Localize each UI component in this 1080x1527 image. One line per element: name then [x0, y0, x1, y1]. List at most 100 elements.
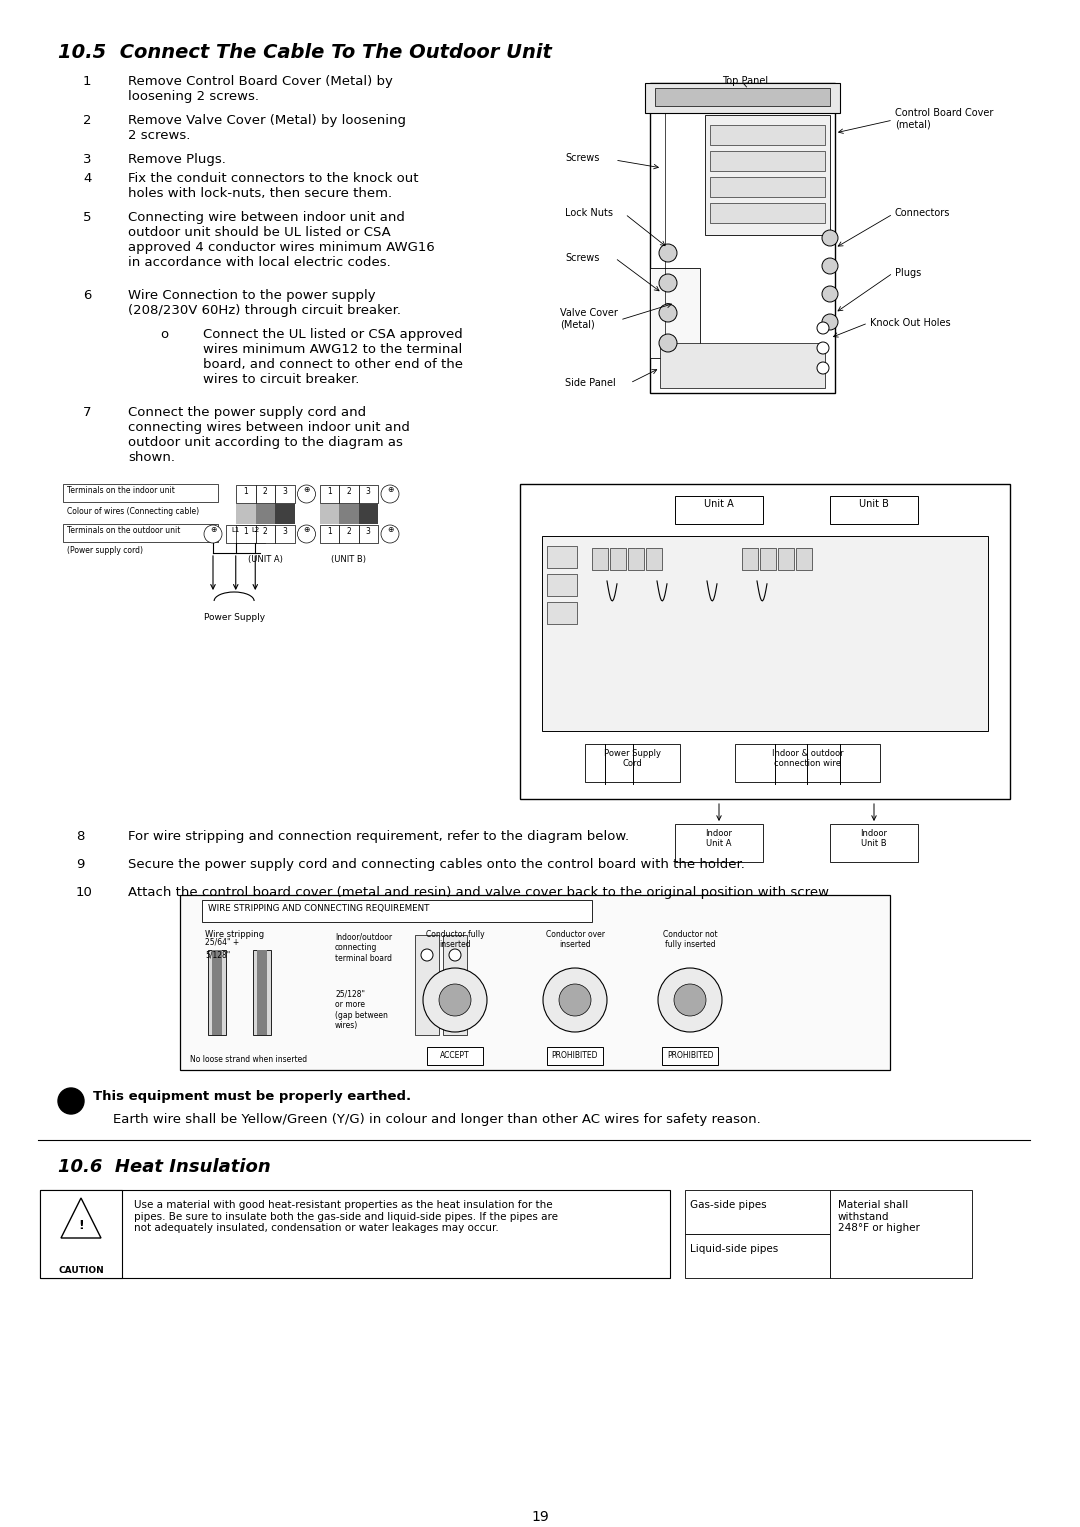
Bar [212, 950, 222, 1035]
Text: Lock Nuts: Lock Nuts [565, 208, 613, 218]
Bar [256, 525, 275, 544]
Text: 3: 3 [366, 487, 370, 496]
Text: Power Supply
Cord: Power Supply Cord [604, 750, 661, 768]
Text: 4: 4 [83, 173, 92, 185]
Bar [320, 525, 339, 544]
Circle shape [381, 525, 399, 544]
Text: 1: 1 [327, 527, 332, 536]
Bar [675, 496, 762, 524]
Text: 2: 2 [347, 487, 351, 496]
Circle shape [659, 244, 677, 263]
Circle shape [674, 983, 706, 1015]
Text: WIRE STRIPPING AND CONNECTING REQUIREMENT: WIRE STRIPPING AND CONNECTING REQUIREMEN… [208, 904, 430, 913]
Bar [542, 536, 988, 731]
Text: Unit B: Unit B [859, 499, 889, 508]
Bar [63, 524, 218, 542]
Circle shape [822, 315, 838, 330]
Circle shape [822, 231, 838, 246]
Bar [257, 950, 267, 1035]
Text: Indoor
Unit A: Indoor Unit A [705, 829, 732, 849]
Text: Terminals on the indoor unit: Terminals on the indoor unit [67, 486, 175, 495]
Bar [710, 203, 825, 223]
Bar [831, 496, 918, 524]
Bar [654, 89, 831, 105]
Text: Conductor fully
inserted: Conductor fully inserted [426, 930, 484, 950]
Bar [831, 1190, 972, 1278]
Circle shape [559, 983, 591, 1015]
Bar [275, 486, 295, 502]
Circle shape [659, 273, 677, 292]
Bar [645, 82, 840, 113]
Bar [660, 344, 825, 388]
Text: 1: 1 [83, 75, 92, 89]
Bar [705, 115, 831, 235]
Text: Side Panel: Side Panel [565, 379, 616, 388]
Text: Conductor not
fully inserted: Conductor not fully inserted [663, 930, 717, 950]
Bar [320, 486, 339, 502]
Bar [339, 486, 359, 502]
Text: 8: 8 [76, 831, 84, 843]
Circle shape [659, 304, 677, 322]
Bar [359, 504, 378, 524]
Text: Indoor/outdoor
connecting
terminal board: Indoor/outdoor connecting terminal board [335, 933, 392, 964]
Text: No loose strand when inserted: No loose strand when inserted [190, 1055, 307, 1064]
Text: Control Board Cover
(metal): Control Board Cover (metal) [895, 108, 994, 130]
Bar [742, 548, 758, 570]
Circle shape [449, 948, 461, 960]
Circle shape [421, 948, 433, 960]
Bar [796, 548, 812, 570]
Bar [685, 1190, 831, 1234]
Circle shape [204, 525, 222, 544]
Bar [180, 895, 890, 1070]
Text: Valve Cover
(Metal): Valve Cover (Metal) [561, 308, 618, 330]
Bar [519, 484, 1010, 799]
Text: 6: 6 [83, 289, 92, 302]
Bar [237, 504, 256, 524]
Text: Material shall
withstand
248°F or higher: Material shall withstand 248°F or higher [838, 1200, 920, 1234]
Text: Top Panel: Top Panel [721, 76, 768, 86]
Text: Screws: Screws [565, 153, 599, 163]
Text: 9: 9 [76, 858, 84, 870]
Circle shape [822, 286, 838, 302]
Bar [415, 935, 438, 1035]
Text: L2: L2 [252, 527, 259, 533]
Bar [646, 548, 662, 570]
Circle shape [816, 362, 829, 374]
Bar [585, 744, 680, 782]
Bar [339, 525, 359, 544]
Text: Unit A: Unit A [704, 499, 734, 508]
Text: Fix the conduit connectors to the knock out
holes with lock-nuts, then secure th: Fix the conduit connectors to the knock … [129, 173, 419, 200]
Bar [40, 1190, 670, 1278]
Text: Colour of wires (Connecting cable): Colour of wires (Connecting cable) [67, 507, 199, 516]
Text: PROHIBITED: PROHIBITED [552, 1051, 598, 1060]
Circle shape [816, 322, 829, 334]
Bar [710, 177, 825, 197]
Bar [208, 950, 226, 1035]
Bar [359, 486, 378, 502]
Text: Earth wire shall be Yellow/Green (Y/G) in colour and longer than other AC wires : Earth wire shall be Yellow/Green (Y/G) i… [113, 1113, 760, 1125]
Text: ⊕: ⊕ [387, 525, 393, 534]
Bar [627, 548, 644, 570]
Bar [610, 548, 626, 570]
Text: Connecting wire between indoor unit and
outdoor unit should be UL listed or CSA
: Connecting wire between indoor unit and … [129, 211, 435, 269]
Text: 19: 19 [531, 1510, 549, 1524]
Bar [427, 1048, 483, 1064]
Text: 1: 1 [327, 487, 332, 496]
Circle shape [816, 342, 829, 354]
Circle shape [297, 486, 315, 502]
Bar [378, 504, 397, 524]
Text: Wire stripping: Wire stripping [205, 930, 265, 939]
Text: PROHIBITED: PROHIBITED [666, 1051, 713, 1060]
Bar [443, 935, 467, 1035]
Bar [710, 151, 825, 171]
Text: Attach the control board cover (metal and resin) and valve cover back to the ori: Attach the control board cover (metal an… [129, 886, 832, 899]
Text: CAUTION: CAUTION [58, 1266, 104, 1275]
Bar [650, 269, 700, 357]
Text: Power Supply: Power Supply [203, 612, 265, 621]
Text: ⏚: ⏚ [68, 1093, 75, 1102]
Polygon shape [60, 1199, 102, 1238]
Bar [202, 899, 592, 922]
Text: Secure the power supply cord and connecting cables onto the control board with t: Secure the power supply cord and connect… [129, 858, 745, 870]
Bar [256, 486, 275, 502]
Bar [339, 504, 359, 524]
